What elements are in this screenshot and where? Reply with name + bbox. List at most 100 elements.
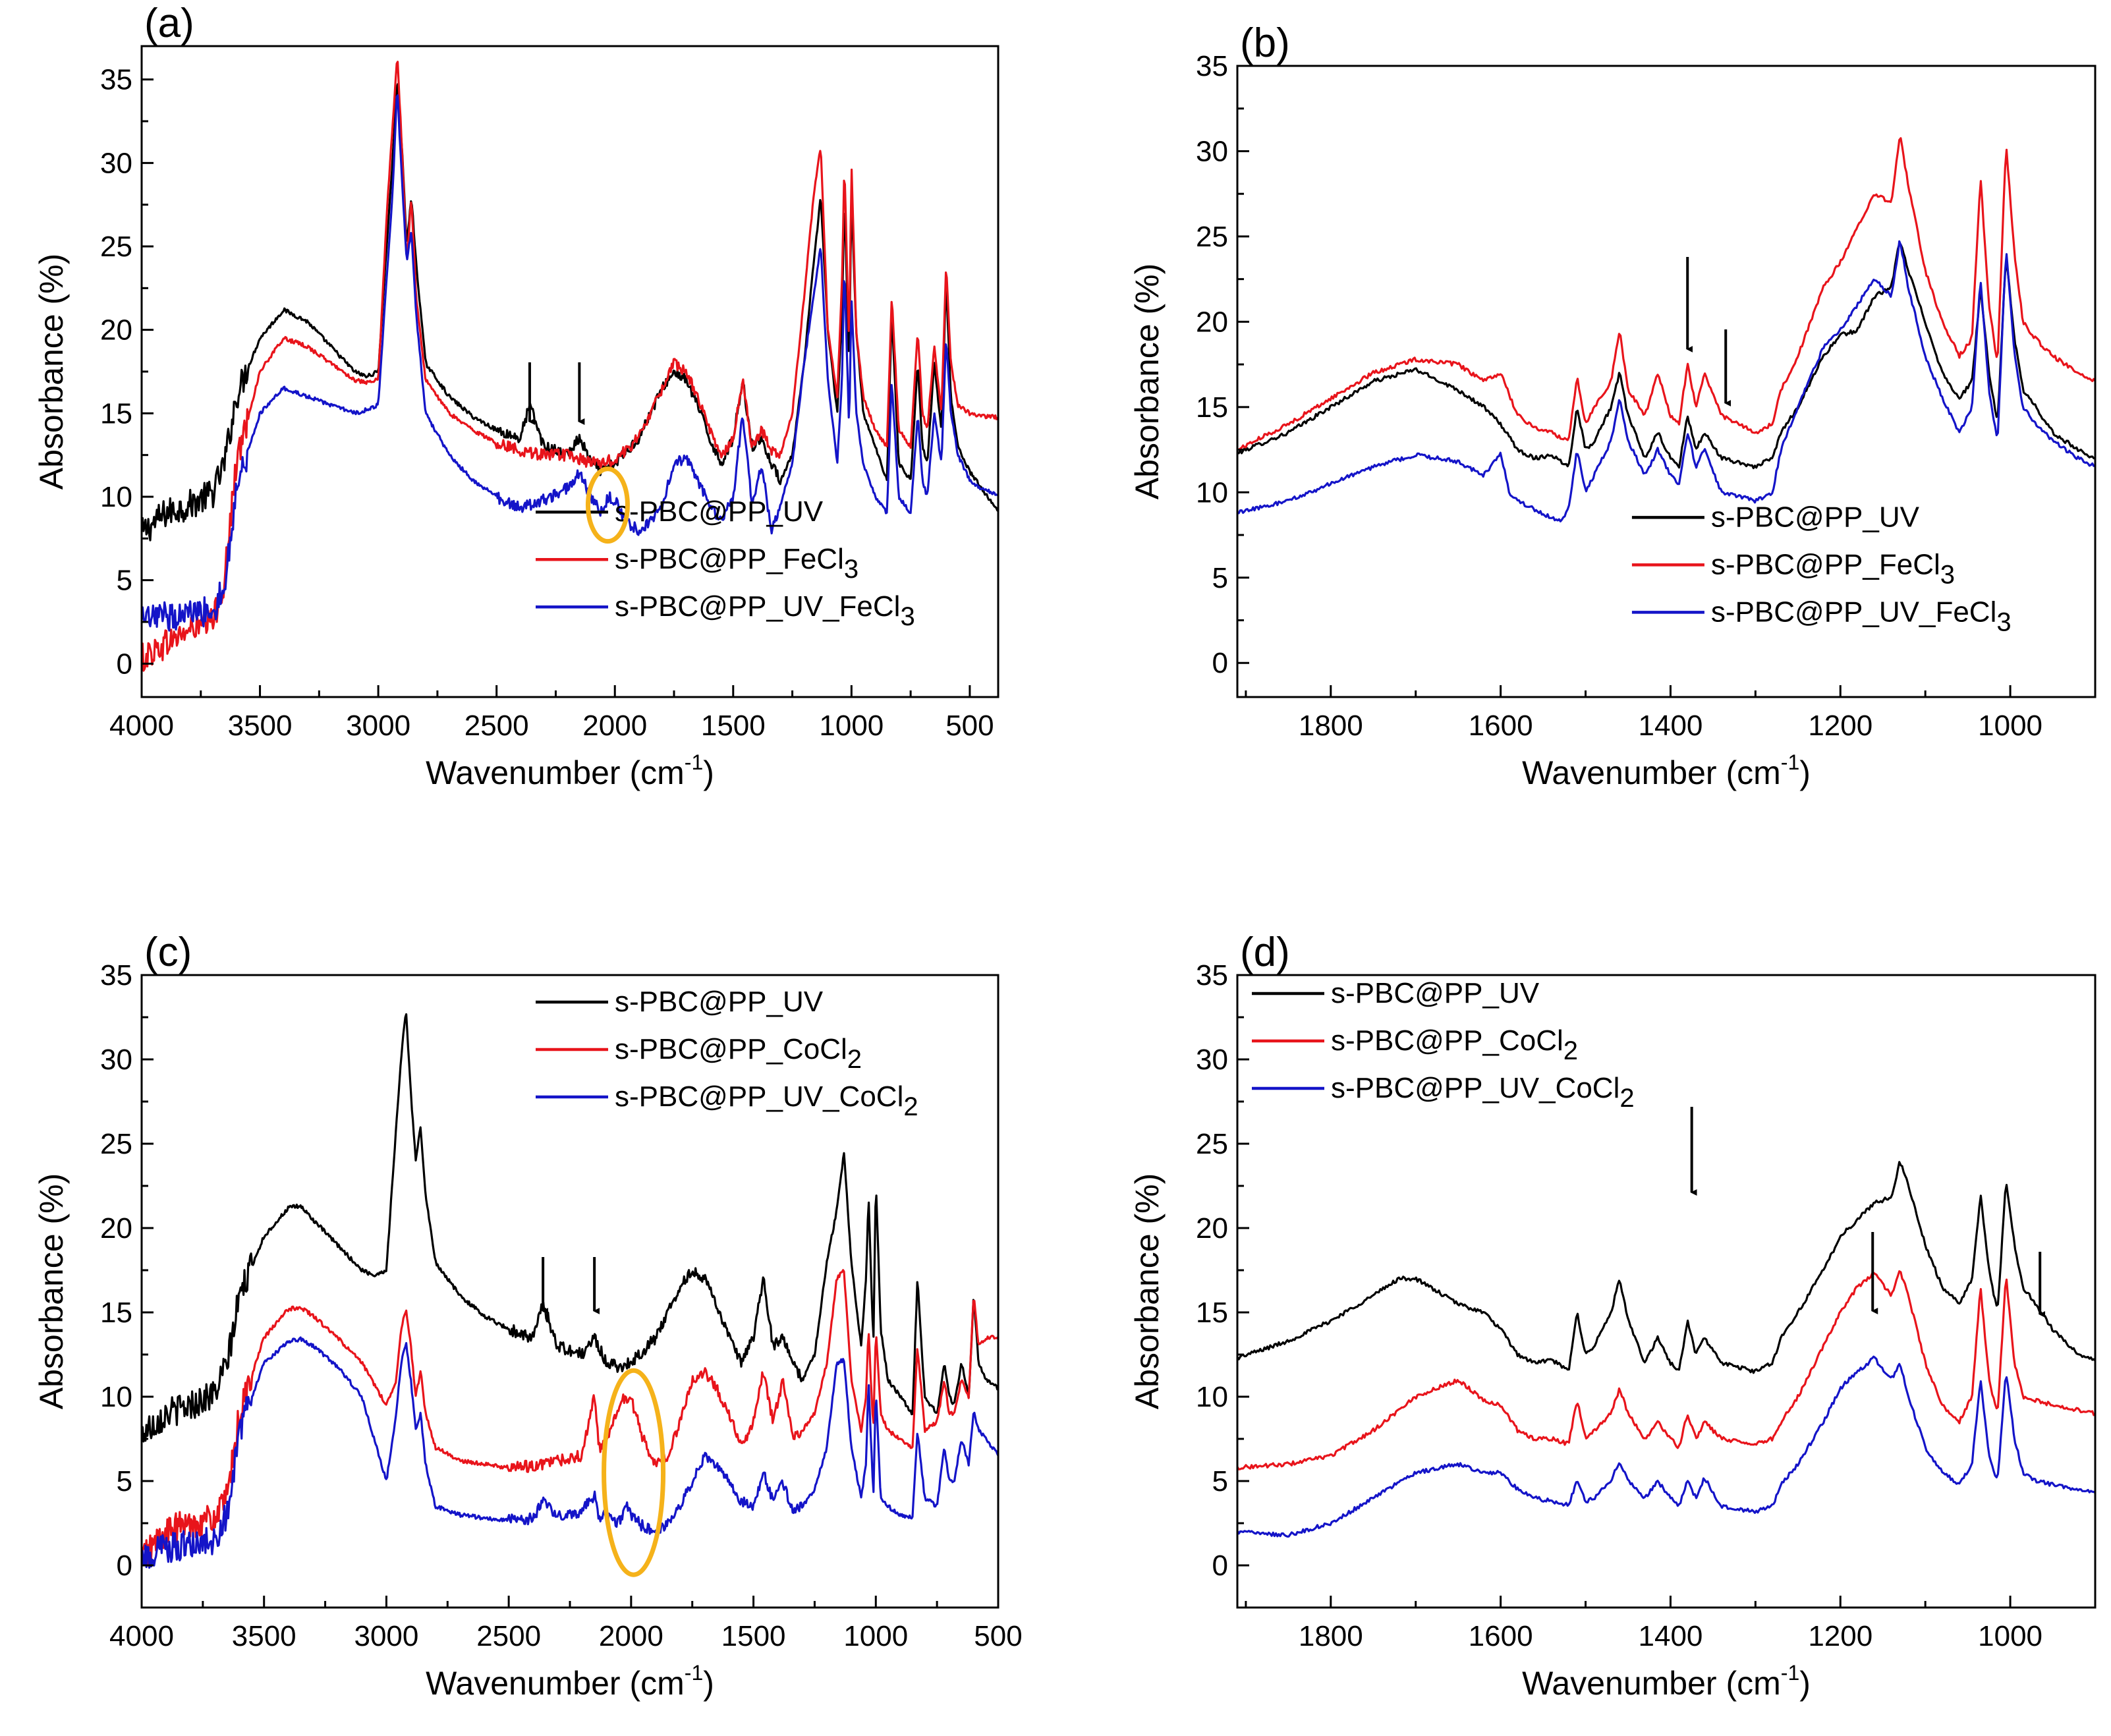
x-tick-label: 1000: [1978, 1620, 2042, 1652]
y-axis-title: Absorbance (%): [1129, 1173, 1166, 1410]
y-tick-label: 10: [1196, 1381, 1228, 1413]
legend-entry: s-PBC@PP_FeCl3: [615, 543, 858, 584]
legend: s-PBC@PP_UV s-PBC@PP_FeCl3 s-PBC@PP_UV_FeC…: [536, 495, 915, 631]
y-tick-label: 30: [100, 147, 132, 179]
y-tick-label: 30: [1196, 135, 1228, 167]
y-tick-label: 20: [1196, 1212, 1228, 1245]
y-tick-label: 15: [100, 1297, 132, 1329]
y-tick-label: 15: [1196, 1297, 1228, 1329]
legend-entry: s-PBC@PP_UV: [1711, 501, 1920, 533]
y-tick-label: 10: [1196, 476, 1228, 509]
legend-entry: s-PBC@PP_UV: [615, 986, 824, 1018]
highlight-ellipse: [585, 466, 630, 544]
y-tick-label: 20: [1196, 306, 1228, 338]
legend-entry: s-PBC@PP_UV_CoCl2: [615, 1080, 918, 1121]
y-tick-label: 20: [100, 314, 132, 347]
panel-a: 4000 3500 3000 2500 2000 1500 1000 500 0 5 10 15 20 2…: [33, 1, 999, 791]
x-tick-label: 1500: [721, 1620, 786, 1652]
series-line-s-pbc-pp-cocl2: [142, 1269, 998, 1567]
x-tick-label: 500: [945, 710, 994, 742]
y-tick-label: 35: [100, 959, 132, 992]
y-tick-label: 0: [117, 1550, 132, 1582]
series-line-s-pbc-pp-fecl3: [1237, 137, 2095, 451]
x-tick-label: 1500: [701, 710, 766, 742]
y-tick-label: 35: [1196, 959, 1228, 992]
x-tick-label: 4000: [109, 710, 174, 742]
x-tick-label: 1200: [1808, 1620, 1872, 1652]
y-tick-label: 5: [1212, 562, 1228, 594]
series-line-s-pbc-pp-uv: [1237, 1161, 2095, 1374]
x-tick-label: 2000: [599, 1620, 663, 1652]
panel-b: 1800 1600 1400 1200 1000 0 5 10 15 20 25 30 35 Wavenu…: [1129, 20, 2097, 791]
x-tick-label: 1400: [1639, 1620, 1703, 1652]
x-axis-title: Wavenumber (cm-1): [1522, 750, 1811, 791]
x-tick-label: 2500: [476, 1620, 541, 1652]
legend-entry: s-PBC@PP_CoCl2: [1331, 1024, 1578, 1065]
y-tick-label: 30: [100, 1044, 132, 1076]
series-line-s-pbc-pp-uv-cocl2: [142, 1336, 998, 1569]
panel-label: (b): [1240, 20, 1290, 66]
legend: s-PBC@PP_UV s-PBC@PP_CoCl2 s-PBC@PP_UV_CoC…: [536, 986, 918, 1121]
y-tick-label: 25: [100, 1128, 132, 1160]
plot-frame: [1236, 974, 2097, 1609]
x-tick-label: 1800: [1299, 1620, 1363, 1652]
legend: s-PBC@PP_UV s-PBC@PP_CoCl2 s-PBC@PP_UV_CoC…: [1252, 977, 1635, 1113]
legend-entry: s-PBC@PP_FeCl3: [1711, 548, 1955, 589]
legend-entry: s-PBC@PP_UV_CoCl2: [1331, 1072, 1635, 1113]
y-tick-label: 10: [100, 1381, 132, 1413]
x-tick-label: 3500: [228, 710, 293, 742]
y-tick-label: 25: [1196, 1128, 1228, 1160]
panel-c: 4000 3500 3000 2500 2000 1500 1000 500 0 5 10 15 20 2…: [33, 930, 1023, 1702]
x-tick-label: 1600: [1469, 710, 1533, 742]
panel-label: (d): [1240, 930, 1290, 975]
y-tick-label: 25: [1196, 221, 1228, 253]
y-tick-label: 35: [1196, 50, 1228, 82]
legend-entry: s-PBC@PP_UV: [1331, 977, 1540, 1009]
x-tick-label: 1200: [1808, 710, 1872, 742]
y-axis-title: Absorbance (%): [1129, 264, 1166, 500]
series-line-s-pbc-pp-cocl2: [1237, 1270, 2095, 1470]
series-line-s-pbc-pp-fecl3: [142, 61, 998, 672]
x-tick-label: 3500: [232, 1620, 296, 1652]
series-line-s-pbc-pp-uv-cocl2: [1237, 1355, 2095, 1538]
x-tick-label: 1000: [843, 1620, 908, 1652]
legend-entry: s-PBC@PP_UV_FeCl3: [1711, 596, 2012, 636]
y-tick-label: 15: [1196, 391, 1228, 424]
panel-d: 1800 1600 1400 1200 1000 0 5 10 15 20 25 30 35 Wavenu…: [1129, 930, 2097, 1702]
y-tick-label: 0: [1212, 647, 1228, 679]
y-tick-label: 5: [1212, 1465, 1228, 1498]
x-tick-label: 500: [974, 1620, 1022, 1652]
y-tick-label: 35: [100, 64, 132, 96]
x-tick-label: 4000: [109, 1620, 174, 1652]
x-tick-label: 1000: [819, 710, 884, 742]
y-tick-label: 30: [1196, 1044, 1228, 1076]
series-line-s-pbc-pp-uv: [1237, 242, 2095, 470]
y-tick-label: 5: [117, 565, 132, 597]
y-tick-label: 10: [100, 481, 132, 513]
legend-entry: s-PBC@PP_UV: [615, 495, 824, 528]
legend-entry: s-PBC@PP_CoCl2: [615, 1033, 862, 1074]
x-tick-label: 1800: [1299, 710, 1363, 742]
y-tick-label: 25: [100, 231, 132, 263]
panel-label: (a): [144, 1, 194, 46]
y-axis-title: Absorbance (%): [33, 1173, 70, 1410]
x-tick-label: 2500: [464, 710, 529, 742]
y-axis-title: Absorbance (%): [33, 254, 70, 490]
x-axis-title: Wavenumber (cm-1): [426, 1661, 714, 1702]
x-tick-label: 2000: [582, 710, 647, 742]
x-axis-title: Wavenumber (cm-1): [426, 750, 714, 791]
highlight-ellipse: [602, 1368, 666, 1577]
x-axis-title: Wavenumber (cm-1): [1522, 1661, 1811, 1702]
series-line-s-pbc-pp-uv: [142, 1013, 998, 1443]
legend-entry: s-PBC@PP_UV_FeCl3: [615, 590, 915, 631]
panel-label: (c): [144, 930, 192, 975]
plot-frame: [1236, 65, 2097, 698]
x-tick-label: 3000: [346, 710, 410, 742]
x-tick-label: 1400: [1639, 710, 1703, 742]
series-line-s-pbc-pp-uv-fecl3: [1237, 240, 2095, 522]
x-tick-label: 1600: [1469, 1620, 1533, 1652]
y-tick-label: 0: [117, 648, 132, 680]
series-line-s-pbc-pp-uv: [142, 83, 998, 542]
